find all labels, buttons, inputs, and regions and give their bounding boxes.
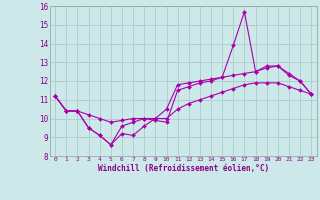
X-axis label: Windchill (Refroidissement éolien,°C): Windchill (Refroidissement éolien,°C): [98, 164, 269, 173]
